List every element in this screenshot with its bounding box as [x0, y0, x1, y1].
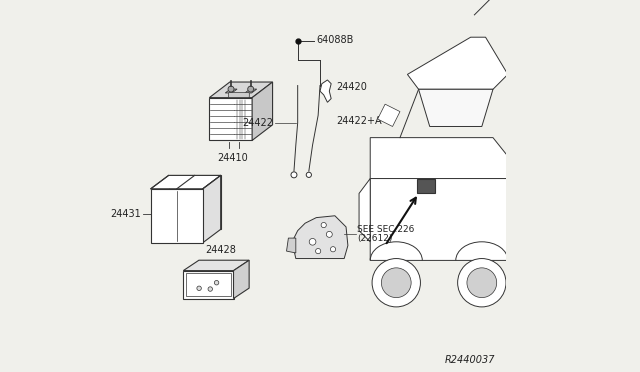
Polygon shape [203, 176, 221, 243]
Text: 24420: 24420 [337, 83, 367, 92]
Circle shape [381, 268, 411, 298]
Bar [417, 179, 435, 193]
Polygon shape [234, 260, 249, 298]
Polygon shape [408, 37, 508, 89]
Circle shape [228, 86, 234, 92]
Polygon shape [378, 104, 400, 126]
Circle shape [321, 222, 326, 228]
Polygon shape [168, 176, 221, 229]
Circle shape [316, 248, 321, 254]
Circle shape [214, 280, 219, 285]
Polygon shape [225, 89, 237, 93]
Text: (22612): (22612) [357, 234, 392, 243]
Circle shape [208, 287, 212, 291]
Circle shape [467, 268, 497, 298]
Polygon shape [292, 216, 348, 259]
Polygon shape [370, 138, 508, 179]
Text: 64088B: 64088B [316, 35, 354, 45]
Text: 24428: 24428 [205, 245, 236, 254]
Circle shape [326, 231, 332, 237]
Polygon shape [287, 238, 296, 253]
Circle shape [372, 259, 420, 307]
Circle shape [458, 259, 506, 307]
Polygon shape [370, 179, 515, 260]
Text: SEE SEC.226: SEE SEC.226 [357, 225, 415, 234]
Circle shape [330, 247, 335, 252]
Polygon shape [252, 82, 273, 140]
Polygon shape [209, 82, 273, 98]
Circle shape [248, 86, 253, 92]
Circle shape [197, 286, 202, 291]
Polygon shape [151, 176, 221, 189]
Polygon shape [419, 89, 493, 126]
Text: 24422: 24422 [243, 118, 273, 128]
Text: R2440037: R2440037 [444, 355, 495, 365]
Polygon shape [359, 179, 370, 242]
Polygon shape [151, 189, 203, 243]
Polygon shape [209, 98, 252, 140]
Circle shape [306, 172, 312, 177]
FancyBboxPatch shape [228, 93, 250, 97]
Polygon shape [183, 260, 249, 271]
Polygon shape [183, 271, 234, 298]
Circle shape [309, 238, 316, 245]
Circle shape [291, 172, 297, 178]
Text: 24431: 24431 [111, 209, 141, 219]
Text: 24410: 24410 [217, 153, 248, 163]
Text: 24422+A: 24422+A [337, 116, 382, 126]
Polygon shape [245, 89, 257, 93]
Polygon shape [320, 80, 331, 102]
